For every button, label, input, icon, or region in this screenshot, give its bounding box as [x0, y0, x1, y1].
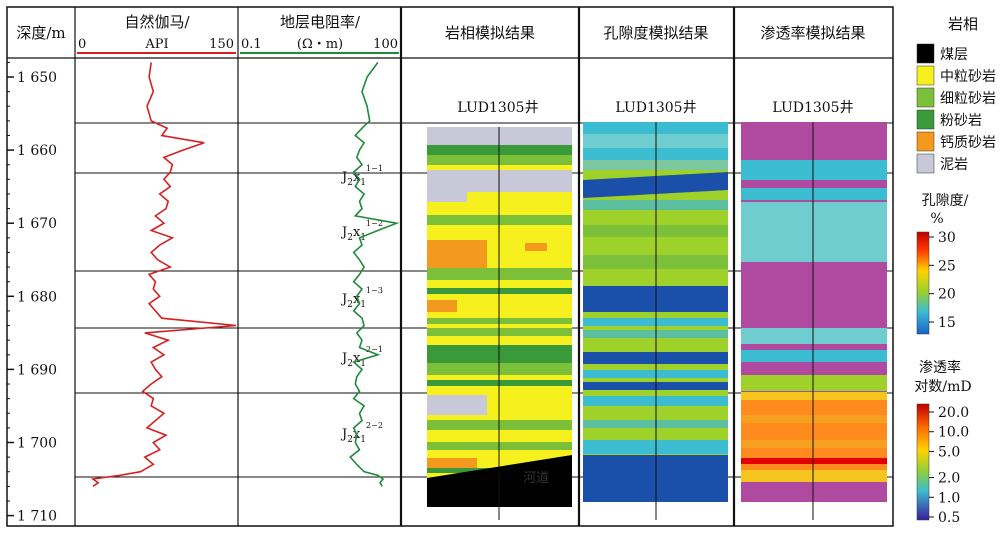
facies-legend-label: 泥岩: [940, 157, 968, 173]
res-title: 地层电阻率/: [280, 13, 361, 31]
perm-tick-label: 5.0: [938, 444, 960, 460]
facies-swatch: [916, 131, 935, 152]
formation-label: J2x11−1: [340, 164, 383, 188]
porosity-legend-title: 孔隙度/: [922, 193, 969, 209]
porosity-simulation-image: [583, 122, 728, 520]
channel-label: 河道: [523, 471, 549, 486]
gr-min: 0: [78, 37, 86, 52]
depth-tick-label: 1 710: [17, 509, 57, 525]
gr-unit: API: [144, 37, 168, 52]
perm-tick-label: 0.5: [938, 510, 960, 526]
perm-legend-unit: 对数/mD: [914, 379, 971, 395]
perm-tick-label: 20.0: [938, 405, 969, 421]
facies-legend-label: 中粒砂岩: [940, 69, 996, 85]
facies-swatch: [916, 109, 935, 130]
depth-tick-label: 1 680: [17, 289, 57, 305]
porosity-colorbar-ticks: 30 25 20 15: [929, 230, 956, 331]
facies-swatch: [916, 153, 935, 174]
facies-legend-label: 细粒砂岩: [940, 91, 996, 107]
facies-swatch: [916, 65, 935, 86]
perm-well-label: LUD1305井: [772, 100, 853, 116]
facies-swatch: [916, 87, 935, 108]
perm-panel-title: 渗透率模拟结果: [760, 24, 865, 42]
porosity-well-label: LUD1305井: [615, 100, 696, 116]
perm-colorbar-ticks: 20.0 10.0 5.0 2.0 1.0 0.5: [929, 405, 969, 526]
porosity-panel-title: 孔隙度模拟结果: [603, 24, 708, 42]
res-min: 0.1: [241, 37, 262, 52]
perm-tick-label: 1.0: [938, 490, 960, 506]
facies-well-label: LUD1305井: [457, 100, 538, 116]
perm-legend-title: 渗透率: [919, 359, 961, 376]
perm-colorbar: [916, 403, 930, 521]
facies-panel-title: 岩相模拟结果: [445, 24, 535, 42]
gr-title: 自然伽马/: [124, 13, 190, 31]
porosity-tick-label: 15: [938, 315, 956, 331]
svg-text:J2x11−1: J2x11−1: [340, 164, 383, 188]
depth-header: 深度/m: [16, 24, 65, 42]
depth-tick-label: 1 690: [17, 362, 57, 378]
porosity-tick-label: 20: [938, 287, 956, 303]
facies-swatch: [916, 43, 935, 64]
porosity-tick-label: 25: [938, 258, 956, 274]
gr-max: 150: [209, 37, 234, 52]
facies-simulation-image: [427, 127, 572, 520]
depth-tick-label: 1 660: [17, 143, 57, 159]
perm-tick-label: 2.0: [938, 471, 960, 487]
depth-tick-label: 1 700: [17, 436, 57, 452]
depth-tick-label: 1 650: [17, 70, 57, 86]
chart-frame: [6, 6, 894, 527]
formation-label: J2x12−2: [340, 421, 383, 445]
res-unit: (Ω・m): [297, 37, 343, 52]
resistivity-curve: [349, 61, 400, 487]
porosity-legend-unit: %: [930, 211, 943, 227]
facies-legend-label: 钙质砂岩: [940, 135, 996, 151]
facies-legend-label: 粉砂岩: [940, 113, 982, 129]
depth-tick-label: 1 670: [17, 216, 57, 232]
porosity-colorbar: [916, 231, 930, 335]
gamma-ray-curve: [90, 62, 237, 488]
svg-text:J2x12−2: J2x12−2: [340, 421, 383, 445]
perm-tick-label: 10.0: [938, 425, 969, 441]
res-max: 100: [373, 37, 398, 52]
porosity-tick-label: 30: [938, 230, 956, 246]
facies-legend-label: 煤层: [940, 47, 968, 63]
depth-axis: 1 650 1 660 1 670 1 680 1 690 1 700 1 710: [7, 61, 57, 525]
facies-legend-title: 岩相: [948, 15, 978, 33]
permeability-simulation-image: [741, 122, 887, 520]
